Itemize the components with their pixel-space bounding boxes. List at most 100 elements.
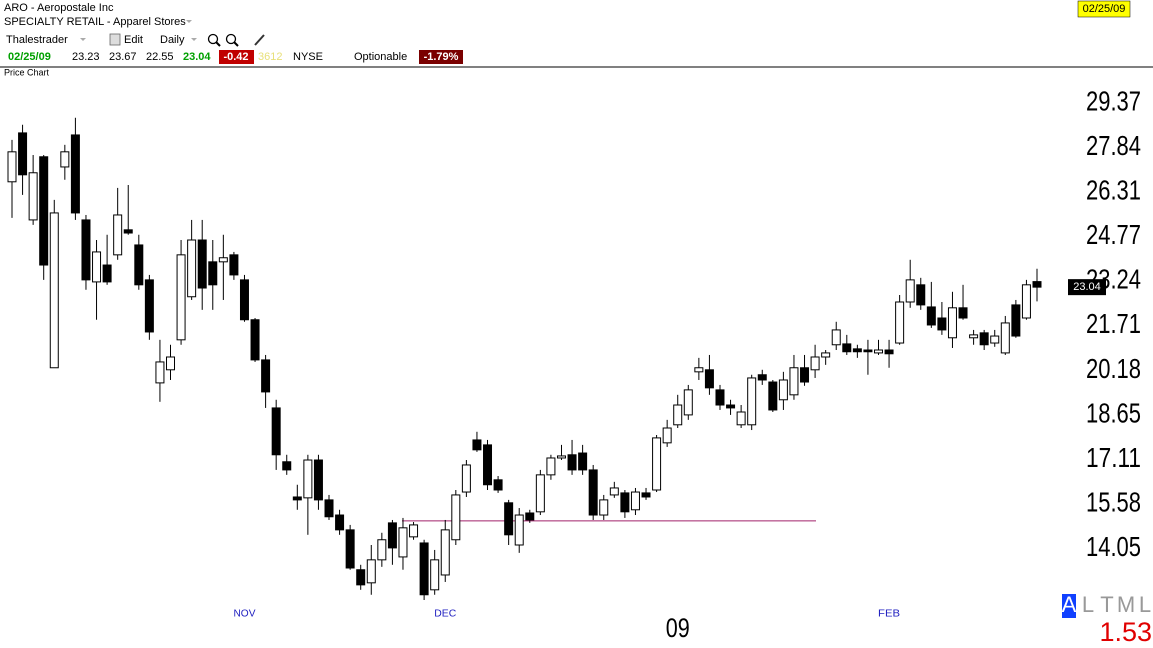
- candle-body: [1011, 304, 1021, 337]
- candle-body: [578, 452, 588, 471]
- draw-icon[interactable]: [254, 34, 265, 46]
- y-tick-label: 18.65: [1086, 397, 1141, 428]
- optionable: Optionable: [354, 51, 407, 63]
- candle-body: [673, 404, 683, 426]
- candle-body: [239, 279, 249, 321]
- dropdown-icon[interactable]: [191, 38, 197, 41]
- mode-letter: L: [1139, 592, 1151, 617]
- high-price: 23.67: [109, 51, 137, 63]
- candle-body: [990, 335, 1000, 344]
- candle-body: [102, 264, 112, 283]
- candle-body: [778, 379, 788, 401]
- candle-body: [1032, 281, 1042, 288]
- candle-body: [197, 239, 207, 289]
- candle-body: [704, 369, 714, 389]
- zoom-out-icon[interactable]: [225, 33, 239, 47]
- volume: 3612: [258, 51, 282, 63]
- candle-body: [60, 151, 70, 168]
- candle-body: [652, 437, 662, 491]
- dropdown-icon[interactable]: [186, 20, 192, 23]
- candle-body: [271, 407, 281, 456]
- candle-body: [81, 219, 91, 281]
- candle-body: [969, 334, 979, 339]
- percent-change-box: [419, 50, 463, 64]
- candle-body: [18, 132, 28, 176]
- candle-body: [609, 487, 619, 496]
- candle-body: [123, 229, 133, 234]
- percent-change: -1.79%: [424, 51, 459, 63]
- candle-body: [947, 307, 957, 339]
- exchange: NYSE: [293, 51, 323, 63]
- last-price-tag: [1068, 279, 1106, 296]
- candle-body: [39, 156, 49, 266]
- candle-body: [493, 479, 503, 491]
- candle-body: [535, 474, 545, 513]
- candle-body: [916, 284, 926, 306]
- candle-body: [7, 151, 17, 183]
- candle-body: [715, 389, 725, 406]
- x-tick-label: 09: [666, 613, 690, 643]
- candle-body: [387, 522, 397, 549]
- mode-letter: A: [1062, 592, 1077, 617]
- candle-body: [70, 134, 80, 214]
- plot-area: 14.0515.5817.1118.6520.1821.7123.2424.77…: [7, 85, 1141, 643]
- change-box: [219, 50, 254, 64]
- candle-body: [134, 244, 144, 286]
- candle-body: [409, 524, 419, 538]
- candle-body: [694, 367, 704, 373]
- panel-label: Price Chart: [4, 67, 50, 77]
- candle-body: [313, 459, 323, 501]
- candle-body: [800, 367, 810, 383]
- candle-body: [852, 348, 862, 353]
- candle-body: [736, 411, 746, 426]
- candle-body: [768, 381, 778, 411]
- candle-body: [556, 455, 566, 459]
- edit-icon[interactable]: [109, 33, 121, 46]
- open-price: 23.23: [72, 51, 100, 63]
- candle-body: [166, 356, 176, 371]
- x-tick-label: FEB: [878, 609, 900, 620]
- change: -0.42: [223, 51, 248, 63]
- edit-menu[interactable]: Edit: [124, 34, 143, 46]
- candle-body: [683, 389, 693, 416]
- candle-body: [250, 319, 260, 361]
- candle-body: [472, 439, 482, 451]
- industry: SPECIALTY RETAIL - Apparel Stores: [4, 16, 186, 28]
- candle-body: [218, 257, 228, 263]
- period-menu[interactable]: Daily: [160, 34, 185, 46]
- candle-body: [155, 361, 165, 384]
- candle-body: [483, 444, 493, 486]
- candle-body: [525, 512, 535, 521]
- y-tick-label: 26.31: [1086, 174, 1141, 205]
- candle-body: [461, 464, 471, 493]
- zoom-in-icon[interactable]: [207, 33, 221, 47]
- candle-body: [345, 529, 355, 569]
- candle-body: [630, 491, 640, 511]
- mode-letter: L: [1082, 592, 1094, 617]
- candle-body: [599, 499, 609, 516]
- candle-body: [208, 261, 218, 286]
- candle-body: [356, 569, 366, 586]
- candle-body: [335, 514, 345, 531]
- y-tick-label: 17.11: [1086, 442, 1141, 473]
- candle-body: [292, 496, 302, 501]
- y-tick-label: 24.77: [1086, 219, 1141, 250]
- candle-body: [113, 214, 123, 256]
- y-tick-label: 14.05: [1086, 531, 1141, 562]
- candle-body: [821, 352, 831, 358]
- candle-body: [884, 349, 894, 355]
- candle-body: [324, 499, 334, 518]
- quote-date: 02/25/09: [8, 51, 51, 63]
- x-tick-label: DEC: [434, 609, 456, 620]
- dropdown-icon[interactable]: [80, 38, 86, 41]
- candle-body: [895, 301, 905, 344]
- candle-body: [1021, 284, 1031, 319]
- candle-body: [514, 514, 524, 546]
- user-menu[interactable]: Thalestrader: [6, 34, 68, 46]
- candle-body: [905, 279, 915, 303]
- low-price: 22.55: [146, 51, 174, 63]
- date-box: [1077, 0, 1131, 18]
